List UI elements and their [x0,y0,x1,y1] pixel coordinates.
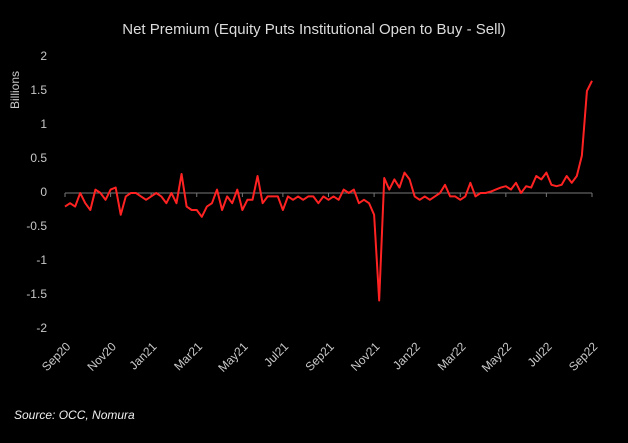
x-tick-label: May21 [215,339,251,375]
x-tick-label: Nov21 [348,339,383,374]
y-tick-label: 1 [40,117,47,131]
y-axis-label: Billions [8,71,22,109]
x-tick-label: Mar22 [435,339,469,373]
y-tick-label: 2 [40,49,47,63]
y-tick-label: -0.5 [26,219,47,233]
x-tick-label: May22 [479,339,515,375]
x-tick-label: Jan22 [390,339,423,372]
x-tick-label: Sep22 [566,339,601,374]
y-tick-label: 1.5 [30,83,47,97]
x-tick-label: Jul21 [261,339,291,369]
series-line [64,80,593,302]
x-tick-label: Nov20 [85,339,120,374]
x-tick-label: Sep21 [302,339,337,374]
y-tick-label: 0.5 [30,151,47,165]
x-tick-label: Mar21 [171,339,205,373]
chart-title: Net Premium (Equity Puts Institutional O… [122,21,506,38]
source-note: Source: OCC, Nomura [14,408,135,422]
y-tick-label: -1.5 [26,287,47,301]
x-tick-label: Jul22 [525,339,555,369]
x-tick-label: Jan21 [126,339,159,372]
y-tick-label: -2 [36,321,47,335]
y-tick-label: -1 [36,253,47,267]
x-tick-label: Sep20 [39,339,74,374]
y-tick-label: 0 [40,185,47,199]
